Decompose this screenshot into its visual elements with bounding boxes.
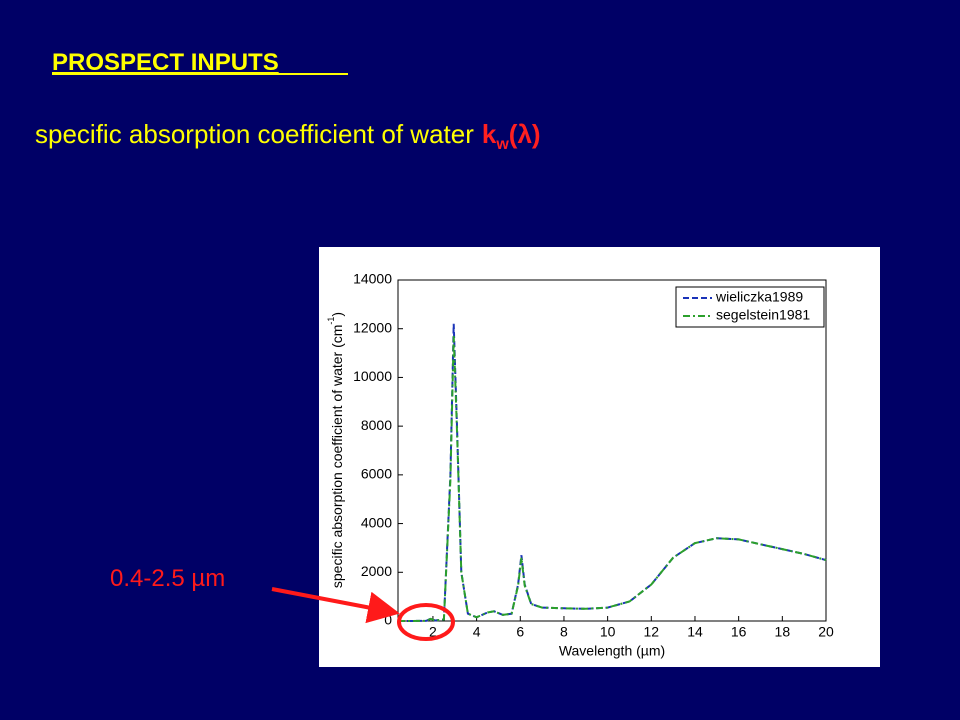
plot: 2 4 6 8 10 12 14 16 18 20 0 2000 4000 6000 8000 10000 12… [353,271,834,640]
y-tick-label: 10000 [353,368,392,384]
y-tick-label: 12000 [353,319,392,335]
y-axis-label: specific absorption coefficient of water… [326,312,344,588]
x-tick-label: 2 [429,624,437,640]
y-tick-label: 14000 [353,271,392,287]
x-tick-label: 16 [731,624,747,640]
x-tick-label: 4 [473,624,481,640]
series-line [398,335,827,622]
plot-frame [397,279,827,622]
legend-label: segelstein1981 [716,307,810,323]
y-tick-label: 2000 [361,563,392,579]
x-tick-label: 14 [687,624,703,640]
arrow [271,587,400,624]
x-tick-label: 12 [644,624,660,640]
annotation: 0.4-2.5 µm [110,565,225,592]
legend-label: wieliczka1989 [715,289,803,305]
x-tick-label: 8 [560,624,568,640]
legend-box [675,286,825,328]
series-line [398,323,827,622]
heading: PROSPECT INPUTS [52,49,279,76]
y-tick-label: 8000 [361,417,392,433]
x-axis-label: Wavelength (µm) [559,643,665,659]
y-tick-label: 6000 [361,466,392,482]
x-tick-label: 18 [775,624,791,640]
x-tick-label: 6 [516,624,524,640]
x-tick-label: 20 [818,624,834,640]
y-tick-label: 4000 [361,514,392,530]
y-tick-label: 0 [384,612,392,628]
subtitle: specific absorption coefficient of water… [35,119,541,153]
x-tick-label: 10 [600,624,616,640]
